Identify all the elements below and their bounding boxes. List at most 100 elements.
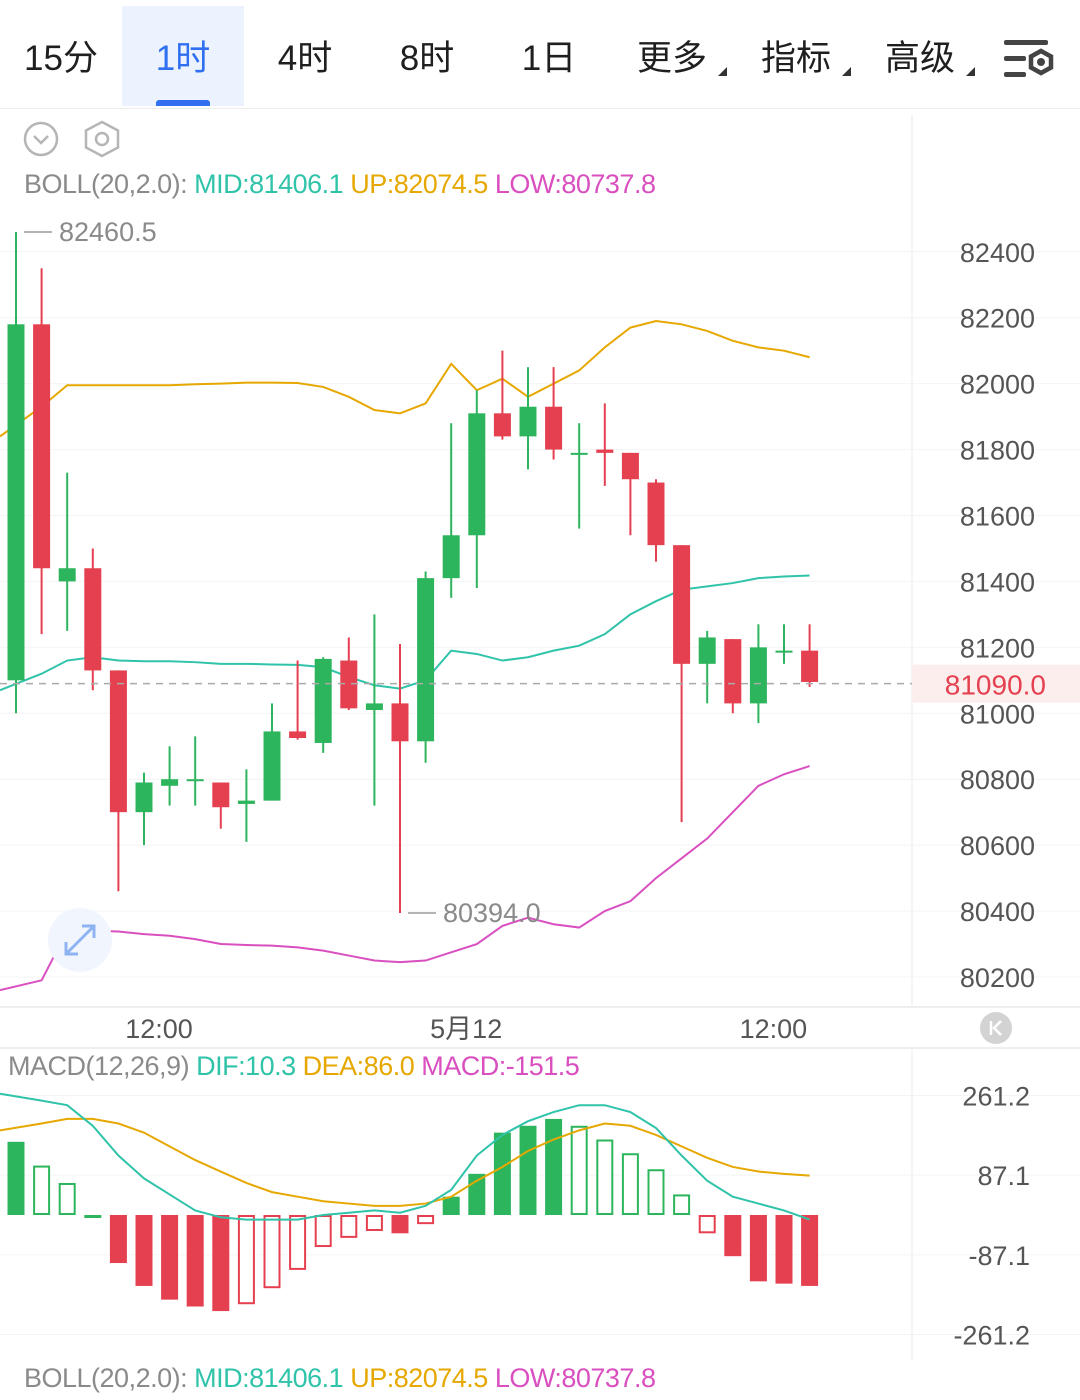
macd-histogram-bar [417, 1215, 435, 1225]
macd-histogram-bar [391, 1215, 409, 1234]
macd-histogram-bar [724, 1215, 742, 1257]
y-tick-label: 81800 [960, 436, 1035, 466]
candle-body [33, 324, 51, 569]
candle-body [365, 703, 383, 710]
boll-legend: BOLL(20,2.0): MID:81406.1 UP:82074.5 LOW… [24, 169, 656, 200]
macd-histogram-bar [749, 1215, 767, 1282]
boll-legend-name: BOLL(20,2.0): [24, 169, 188, 199]
tab-1d[interactable]: 1日 [488, 6, 610, 106]
macd-histogram-bar [212, 1215, 230, 1312]
macd-histogram-bar [365, 1215, 383, 1232]
list-settings-icon[interactable] [1000, 36, 1060, 84]
candle [621, 452, 639, 536]
low-price-label: 80394.0 [443, 898, 541, 928]
candle [698, 630, 716, 704]
candle [237, 769, 255, 842]
macd-histogram-bar [442, 1196, 460, 1215]
macd-dea-line [0, 1117, 810, 1207]
candle [570, 423, 588, 529]
current-price-badge [912, 664, 1080, 703]
candle [545, 367, 563, 460]
active-tab-indicator [156, 100, 210, 106]
y-tick-label: 80600 [960, 831, 1035, 861]
candle-body [724, 639, 742, 704]
boll-legend-low: LOW:80737.8 [494, 1363, 656, 1393]
candle [7, 232, 25, 714]
candle-body [596, 449, 614, 453]
macd-histogram-bar [289, 1215, 307, 1270]
candle-body [186, 779, 204, 782]
tab-15m[interactable]: 15分 [0, 6, 122, 106]
macd-histogram-bar [135, 1215, 153, 1286]
candle-body [289, 731, 307, 739]
macd-y-tick-label: -261.2 [953, 1321, 1030, 1351]
bottom-boll-legend: BOLL(20,2.0): MID:81406.1 UP:82074.5 LOW… [24, 1363, 656, 1394]
tab-label: 4时 [277, 39, 333, 78]
y-tick-label: 82200 [960, 304, 1035, 334]
tab-indicators[interactable]: 指标 [736, 6, 856, 106]
y-tick-label: 81600 [960, 501, 1035, 531]
candle-body [237, 800, 255, 804]
tab-advanced[interactable]: 高级 [860, 6, 980, 106]
tab-label: 1时 [155, 39, 211, 78]
candle-body [417, 578, 435, 742]
macd-histogram-bar [58, 1182, 76, 1215]
macd-histogram-bar [647, 1169, 665, 1216]
expand-arrows-icon[interactable] [48, 908, 112, 972]
macd-histogram-bar [186, 1215, 204, 1307]
boll-upper-line [0, 319, 810, 438]
y-tick-label: 81200 [960, 633, 1035, 663]
macd-histogram-bar [493, 1132, 511, 1215]
candle-body [442, 535, 460, 579]
candle [647, 479, 665, 562]
candle-body [109, 670, 127, 813]
macd-histogram-bar [545, 1118, 563, 1215]
boll-legend-up: UP:82074.5 [350, 1363, 488, 1393]
candle-body [135, 782, 153, 813]
macd-legend-dif: DIF:10.3 [196, 1051, 296, 1081]
hexagon-gear-icon[interactable] [82, 120, 122, 158]
dropdown-caret-icon [718, 67, 727, 76]
candle [109, 670, 127, 892]
dropdown-caret-icon [966, 67, 975, 76]
dropdown-caret-icon [842, 67, 851, 76]
macd-legend-macd: MACD:-151.5 [421, 1051, 580, 1081]
candle-body [621, 452, 639, 480]
candle [493, 350, 511, 440]
y-tick-label: 82400 [960, 238, 1035, 268]
macd-legend-dea: DEA:86.0 [302, 1051, 415, 1081]
candle [801, 624, 819, 687]
candle [417, 571, 435, 763]
y-tick-label: 82000 [960, 370, 1035, 400]
boll-legend-low: LOW:80737.8 [494, 169, 656, 199]
macd-histogram-bar [237, 1215, 255, 1305]
candle [775, 624, 793, 664]
candle-body [647, 482, 665, 546]
candle-body [391, 703, 409, 742]
candle [749, 624, 767, 724]
jump-to-latest-icon[interactable] [980, 1012, 1012, 1044]
candle-body [775, 650, 793, 653]
tab-label: 8时 [399, 39, 455, 78]
tab-more[interactable]: 更多 [612, 6, 732, 106]
macd-dif-line [0, 1092, 810, 1221]
tab-4h[interactable]: 4时 [244, 6, 366, 106]
candle [212, 782, 230, 829]
macd-histogram-bar [621, 1153, 639, 1215]
candle [186, 736, 204, 806]
macd-histogram-bar [7, 1141, 25, 1215]
y-tick-label: 80800 [960, 765, 1035, 795]
y-tick-label: 81000 [960, 699, 1035, 729]
tab-1h[interactable]: 1时 [122, 6, 244, 106]
tab-8h[interactable]: 8时 [366, 6, 488, 106]
boll-lower-line [0, 765, 810, 992]
candle [135, 772, 153, 846]
x-tick-label: 12:00 [740, 1014, 808, 1044]
chevron-down-circle-icon[interactable] [22, 120, 60, 158]
candle [84, 548, 102, 691]
macd-histogram-bar [84, 1215, 102, 1218]
macd-histogram-bar [340, 1215, 358, 1238]
boll-legend-name: BOLL(20,2.0): [24, 1363, 188, 1393]
candle-body [58, 568, 76, 582]
